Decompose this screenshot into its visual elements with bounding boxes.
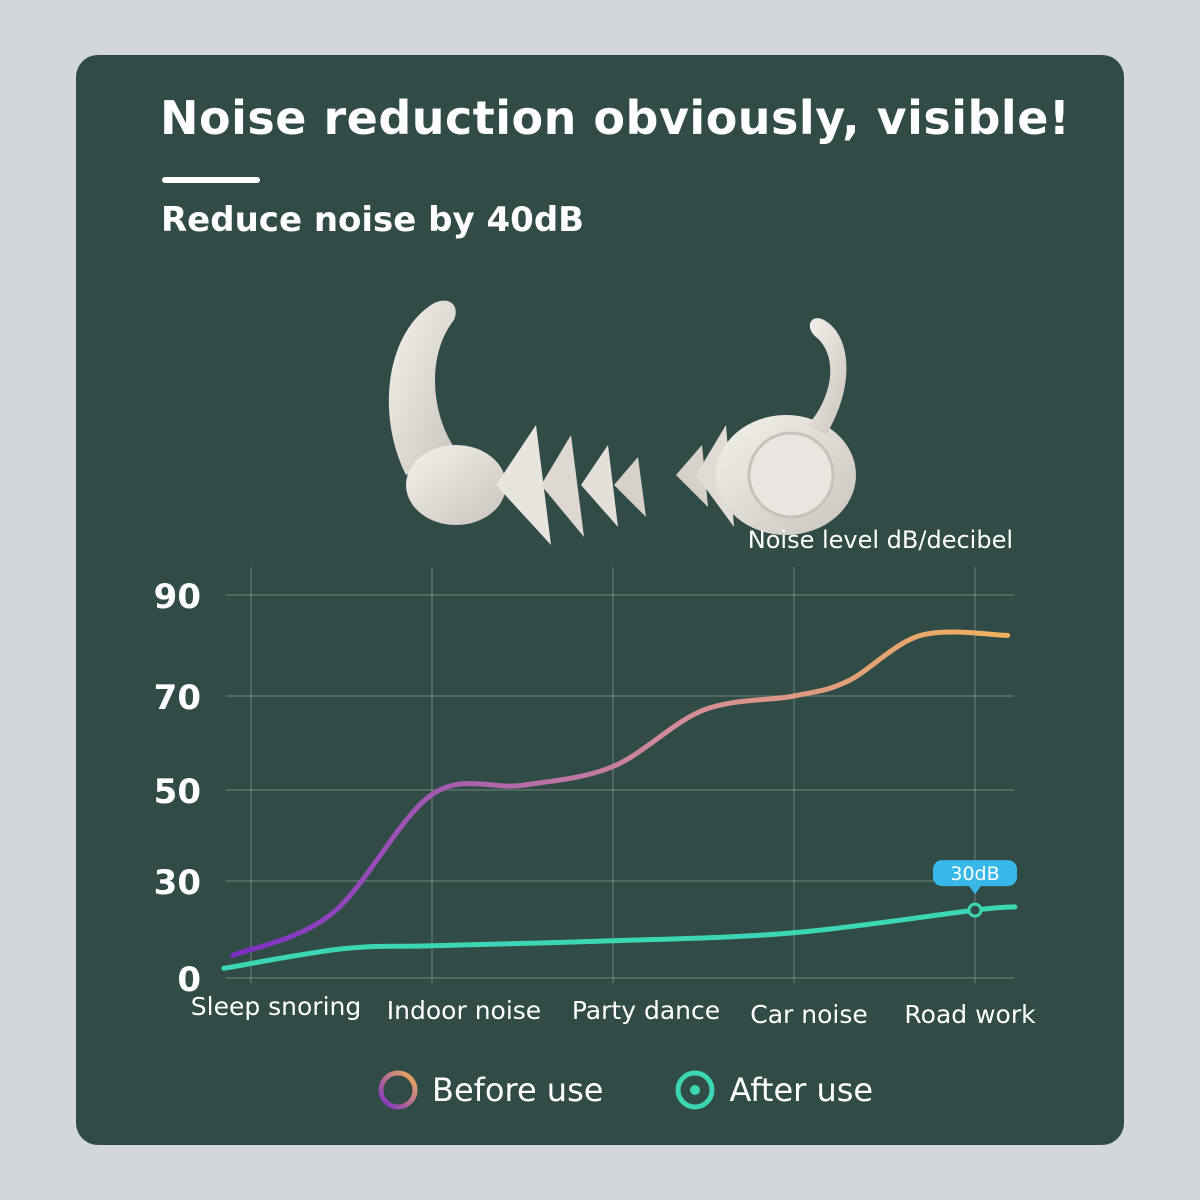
legend-label-after: After use <box>729 1071 874 1109</box>
y-axis-label: Noise level dB/decibel <box>748 526 1013 554</box>
after-use-line <box>221 904 1018 971</box>
after-legend-dot-icon <box>675 1070 715 1110</box>
x-tick-label: Party dance <box>572 996 720 1025</box>
before-use-line <box>230 629 1011 958</box>
annotation-point <box>967 902 983 918</box>
annotation-badge <box>933 860 1017 887</box>
legend-item-after: After use <box>673 1068 873 1112</box>
y-tick-label: 70 <box>154 678 201 718</box>
chart-legend: Before use After use <box>376 1060 873 1120</box>
x-tick-label: Road work <box>904 1000 1036 1029</box>
left-earplug <box>388 300 646 545</box>
y-tick-label: 30 <box>154 863 201 903</box>
x-tick-label: Car noise <box>750 1000 868 1029</box>
x-tick-label: Sleep snoring <box>191 992 362 1021</box>
right-earplug <box>676 318 856 535</box>
legend-label-before: Before use <box>432 1071 604 1109</box>
annotation-badge-pointer <box>969 886 981 895</box>
title-divider <box>162 177 260 183</box>
y-tick-label: 90 <box>154 577 201 617</box>
legend-item-before: Before use <box>376 1068 603 1112</box>
product-card: Noise reduction obviously, visible! Redu… <box>76 55 1124 1145</box>
annotation-label: 30dB <box>950 863 999 885</box>
y-tick-label: 0 <box>177 960 201 1000</box>
earplugs-image <box>388 300 856 545</box>
y-tick-label: 50 <box>154 772 201 812</box>
noise-chart: Noise level dB/decibel 0 30 50 70 90 Sleep s… <box>154 526 1036 1029</box>
page-title: Noise reduction obviously, visible! <box>160 91 1071 145</box>
x-tick-label: Indoor noise <box>387 996 541 1025</box>
page-subtitle: Reduce noise by 40dB <box>161 200 585 240</box>
before-legend-ring-icon <box>378 1070 418 1110</box>
